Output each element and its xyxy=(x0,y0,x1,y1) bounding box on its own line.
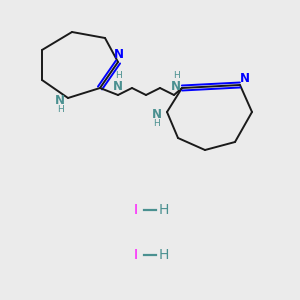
Text: H: H xyxy=(115,71,122,80)
Text: N: N xyxy=(113,80,123,92)
Text: H: H xyxy=(154,118,160,127)
Text: N: N xyxy=(171,80,181,92)
Text: H: H xyxy=(172,71,179,80)
Text: I: I xyxy=(134,203,138,217)
Text: H: H xyxy=(159,248,169,262)
Text: H: H xyxy=(159,203,169,217)
Text: H: H xyxy=(57,104,63,113)
Text: N: N xyxy=(114,49,124,62)
Text: I: I xyxy=(134,248,138,262)
Text: N: N xyxy=(55,94,65,106)
Text: N: N xyxy=(152,107,162,121)
Text: N: N xyxy=(240,71,250,85)
